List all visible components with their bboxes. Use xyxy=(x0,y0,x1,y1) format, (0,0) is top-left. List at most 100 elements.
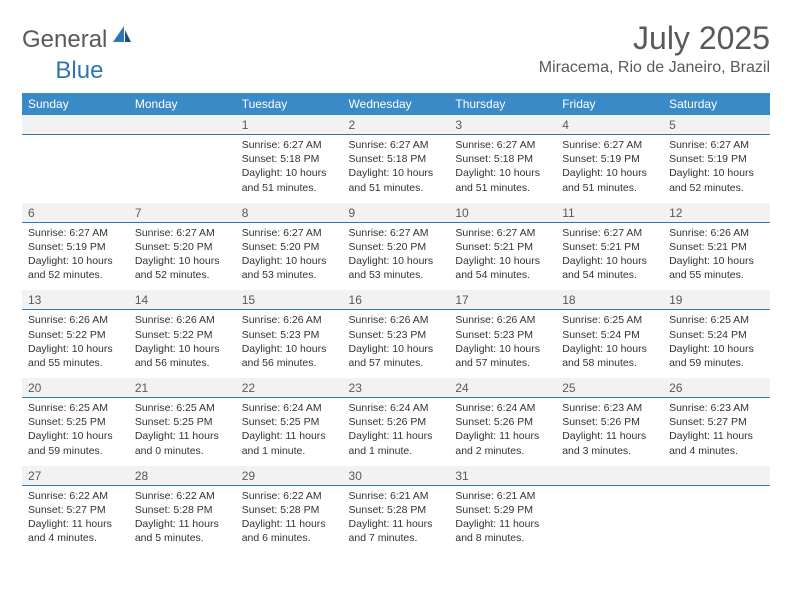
day-content: Sunrise: 6:21 AMSunset: 5:28 PMDaylight:… xyxy=(343,486,450,554)
daynum-empty xyxy=(22,115,129,135)
day-content: Sunrise: 6:22 AMSunset: 5:28 PMDaylight:… xyxy=(129,486,236,554)
daylight-line: Daylight: 11 hours and 6 minutes. xyxy=(242,518,326,544)
sunrise-line: Sunrise: 6:26 AM xyxy=(455,314,535,326)
day-number: 30 xyxy=(343,466,450,486)
sunset-line: Sunset: 5:22 PM xyxy=(135,329,213,341)
brand-logo: General xyxy=(22,26,135,54)
sunset-line: Sunset: 5:18 PM xyxy=(455,153,533,165)
daylight-line: Daylight: 11 hours and 1 minute. xyxy=(349,430,433,456)
sunrise-line: Sunrise: 6:24 AM xyxy=(455,402,535,414)
dayname-tuesday: Tuesday xyxy=(236,93,343,115)
day-content: Sunrise: 6:27 AMSunset: 5:18 PMDaylight:… xyxy=(343,135,450,203)
sunrise-line: Sunrise: 6:27 AM xyxy=(455,227,535,239)
day-number: 28 xyxy=(129,466,236,486)
sunrise-line: Sunrise: 6:27 AM xyxy=(455,139,535,151)
day-content: Sunrise: 6:26 AMSunset: 5:22 PMDaylight:… xyxy=(129,310,236,378)
day-number: 10 xyxy=(449,203,556,223)
week-row: 1Sunrise: 6:27 AMSunset: 5:18 PMDaylight… xyxy=(22,115,770,203)
day-cell: 6Sunrise: 6:27 AMSunset: 5:19 PMDaylight… xyxy=(22,203,129,291)
day-number: 23 xyxy=(343,378,450,398)
daylight-line: Daylight: 10 hours and 53 minutes. xyxy=(349,255,434,281)
sunset-line: Sunset: 5:21 PM xyxy=(669,241,747,253)
day-content-empty xyxy=(22,135,129,193)
day-content: Sunrise: 6:26 AMSunset: 5:22 PMDaylight:… xyxy=(22,310,129,378)
day-number: 24 xyxy=(449,378,556,398)
week-row: 20Sunrise: 6:25 AMSunset: 5:25 PMDayligh… xyxy=(22,378,770,466)
day-content: Sunrise: 6:24 AM Sunset: 5:26 PM Daylight:… xyxy=(449,398,556,466)
calendar-table: SundayMondayTuesdayWednesdayThursdayFrid… xyxy=(22,93,770,553)
day-content: Sunrise: 6:27 AMSunset: 5:21 PMDaylight:… xyxy=(449,223,556,291)
sunset-line: Sunset: 5:19 PM xyxy=(669,153,747,165)
day-cell: 29Sunrise: 6:22 AMSunset: 5:28 PMDayligh… xyxy=(236,466,343,554)
dayname-friday: Friday xyxy=(556,93,663,115)
daynum-empty xyxy=(129,115,236,135)
day-cell: 15Sunrise: 6:26 AMSunset: 5:23 PMDayligh… xyxy=(236,290,343,378)
day-content-empty xyxy=(129,135,236,193)
sunrise-line: Sunrise: 6:27 AM xyxy=(28,227,108,239)
sunrise-line: Sunrise: 6:24 AM xyxy=(242,402,322,414)
sunset-line: Sunset: 5:21 PM xyxy=(455,241,533,253)
daylight-line: Daylight: 10 hours and 59 minutes. xyxy=(28,430,113,456)
day-content-empty xyxy=(556,486,663,544)
day-number: 7 xyxy=(129,203,236,223)
sunset-line: Sunset: 5:26 PM xyxy=(455,416,533,428)
day-cell: 26Sunrise: 6:23 AMSunset: 5:27 PMDayligh… xyxy=(663,378,770,466)
sunrise-line: Sunrise: 6:24 AM xyxy=(349,402,429,414)
day-number: 29 xyxy=(236,466,343,486)
day-cell: 9Sunrise: 6:27 AMSunset: 5:20 PMDaylight… xyxy=(343,203,450,291)
sunrise-line: Sunrise: 6:26 AM xyxy=(242,314,322,326)
day-content: Sunrise: 6:24 AMSunset: 5:25 PMDaylight:… xyxy=(236,398,343,466)
empty-cell xyxy=(22,115,129,203)
day-cell: 31Sunrise: 6:21 AMSunset: 5:29 PMDayligh… xyxy=(449,466,556,554)
sunrise-line: Sunrise: 6:27 AM xyxy=(562,139,642,151)
day-cell: 19Sunrise: 6:25 AMSunset: 5:24 PMDayligh… xyxy=(663,290,770,378)
sunset-line: Sunset: 5:24 PM xyxy=(669,329,747,341)
day-number: 26 xyxy=(663,378,770,398)
day-content: Sunrise: 6:27 AMSunset: 5:20 PMDaylight:… xyxy=(129,223,236,291)
day-cell: 28Sunrise: 6:22 AMSunset: 5:28 PMDayligh… xyxy=(129,466,236,554)
sunrise-line: Sunrise: 6:27 AM xyxy=(135,227,215,239)
week-row: 6Sunrise: 6:27 AMSunset: 5:19 PMDaylight… xyxy=(22,203,770,291)
sunset-line: Sunset: 5:18 PM xyxy=(242,153,320,165)
daylight-line: Daylight: 10 hours and 55 minutes. xyxy=(669,255,754,281)
day-cell: 21Sunrise: 6:25 AMSunset: 5:25 PMDayligh… xyxy=(129,378,236,466)
day-number: 25 xyxy=(556,378,663,398)
day-content: Sunrise: 6:23 AMSunset: 5:27 PMDaylight:… xyxy=(663,398,770,466)
day-cell: 8Sunrise: 6:27 AMSunset: 5:20 PMDaylight… xyxy=(236,203,343,291)
empty-cell xyxy=(663,466,770,554)
sunset-line: Sunset: 5:23 PM xyxy=(242,329,320,341)
sunrise-line: Sunrise: 6:26 AM xyxy=(28,314,108,326)
day-content: Sunrise: 6:26 AMSunset: 5:23 PMDaylight:… xyxy=(449,310,556,378)
day-number: 2 xyxy=(343,115,450,135)
dayname-thursday: Thursday xyxy=(449,93,556,115)
sunrise-line: Sunrise: 6:27 AM xyxy=(349,139,429,151)
location-text: Miracema, Rio de Janeiro, Brazil xyxy=(539,59,770,77)
day-number: 8 xyxy=(236,203,343,223)
daylight-line: Daylight: 11 hours and 7 minutes. xyxy=(349,518,433,544)
day-content: Sunrise: 6:26 AMSunset: 5:21 PMDaylight:… xyxy=(663,223,770,291)
sunset-line: Sunset: 5:19 PM xyxy=(28,241,106,253)
sunrise-line: Sunrise: 6:26 AM xyxy=(135,314,215,326)
sunrise-line: Sunrise: 6:25 AM xyxy=(562,314,642,326)
day-number: 16 xyxy=(343,290,450,310)
daylight-line: Daylight: 11 hours and 3 minutes. xyxy=(562,430,646,456)
sunrise-line: Sunrise: 6:26 AM xyxy=(349,314,429,326)
sunrise-line: Sunrise: 6:23 AM xyxy=(669,402,749,414)
day-content: Sunrise: 6:25 AMSunset: 5:24 PMDaylight:… xyxy=(556,310,663,378)
day-content: Sunrise: 6:25 AMSunset: 5:25 PMDaylight:… xyxy=(22,398,129,466)
sunset-line: Sunset: 5:26 PM xyxy=(562,416,640,428)
day-cell: 17Sunrise: 6:26 AMSunset: 5:23 PMDayligh… xyxy=(449,290,556,378)
daylight-line: Daylight: 11 hours and 4 minutes. xyxy=(669,430,753,456)
day-cell: 14Sunrise: 6:26 AMSunset: 5:22 PMDayligh… xyxy=(129,290,236,378)
sunset-line: Sunset: 5:29 PM xyxy=(455,504,533,516)
day-number: 12 xyxy=(663,203,770,223)
sunset-line: Sunset: 5:19 PM xyxy=(562,153,640,165)
sunset-line: Sunset: 5:25 PM xyxy=(242,416,320,428)
sunset-line: Sunset: 5:23 PM xyxy=(455,329,533,341)
daylight-line: Daylight: 11 hours and 2 minutes. xyxy=(455,430,539,456)
empty-cell xyxy=(556,466,663,554)
day-number: 13 xyxy=(22,290,129,310)
day-content: Sunrise: 6:27 AMSunset: 5:20 PMDaylight:… xyxy=(236,223,343,291)
day-cell: 7Sunrise: 6:27 AMSunset: 5:20 PMDaylight… xyxy=(129,203,236,291)
daylight-line: Daylight: 10 hours and 52 minutes. xyxy=(28,255,113,281)
